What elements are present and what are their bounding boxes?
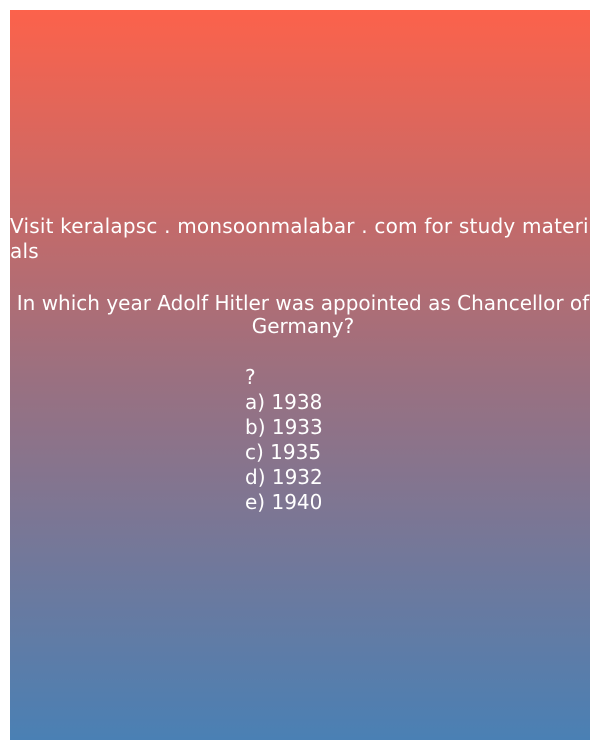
option-a: a) 1938: [245, 390, 323, 414]
option-c: c) 1935: [245, 440, 322, 464]
promo-text: Visit keralapsc . monsoonmalabar . com f…: [10, 214, 589, 263]
option-e: e) 1940: [245, 490, 323, 514]
question-text: In which year Adolf Hitler was appointed…: [16, 291, 590, 338]
option-b: b) 1933: [245, 415, 323, 439]
options-list: ? a) 1938 b) 1933 c) 1935 d) 1932 e) 194…: [245, 365, 323, 515]
option-d: d) 1932: [245, 465, 323, 489]
options-lead: ?: [245, 365, 256, 389]
quiz-card: Visit keralapsc . monsoonmalabar . com f…: [10, 10, 590, 740]
